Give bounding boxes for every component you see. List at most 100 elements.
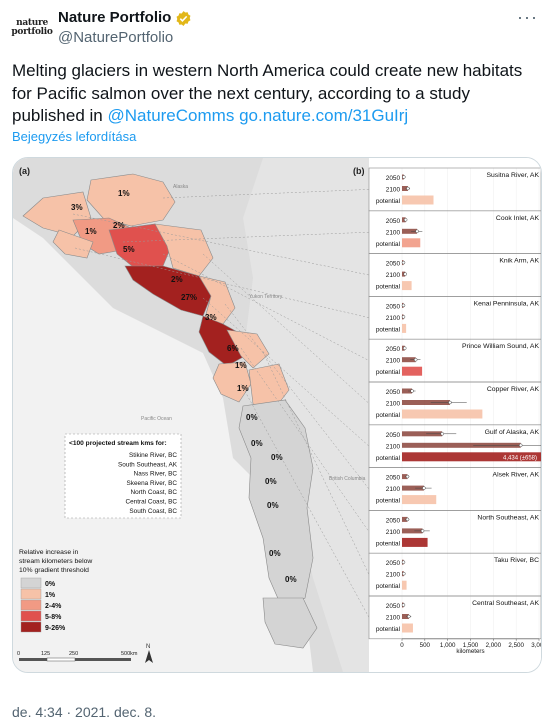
chart-region-title: North Southeast, AK [477,514,539,521]
chart-row-label: potential [376,498,400,505]
chart-row-label: potential [376,326,400,333]
chart-bar [402,323,407,333]
mention-link[interactable]: @NatureComms [107,106,235,125]
display-name[interactable]: Nature Portfolio [58,9,172,26]
chart-region-title: Alsek River, AK [493,472,540,479]
chart-region-title: Taku River, BC [494,557,539,564]
chart-row-label: 2050 [386,218,401,225]
chart-row-label: potential [376,412,400,419]
chart-point [401,603,406,607]
chart-point [407,614,411,619]
chart-point [403,272,407,276]
chart-row-label: potential [376,583,400,590]
region-central-southeast[interactable] [212,361,252,403]
chart-bar [402,495,437,505]
study-regions [22,173,318,649]
more-options-icon[interactable]: ··· [517,7,538,27]
connector-line [122,231,370,243]
north-arrow-icon [145,650,153,663]
chart-x-tick-label: 500 [420,642,431,649]
region-south-coast[interactable] [262,597,318,649]
chart-row-label: 2100 [386,572,401,579]
chart-row-label: 2100 [386,229,401,236]
connector-line [240,347,370,532]
chart-point [410,389,414,393]
chart-row-label: 2100 [386,529,401,536]
legend-swatch [20,588,42,600]
avatar-text-bottom: portfolio [11,27,53,37]
chart-region-title: Central Southeast, AK [472,600,539,607]
chart-point [448,400,452,405]
display-name-row[interactable]: Nature Portfolio [58,8,192,28]
url-link[interactable]: go.nature.com/31GuIrj [239,106,409,125]
chart-bar [402,195,434,205]
legend-label: 2-4% [45,603,62,610]
legend-swatch [20,599,42,611]
chart-point [518,443,523,448]
small-river-item: South Southeast, AK [118,461,178,468]
chart-point [420,529,425,533]
translate-post-link[interactable]: Bejegyzés lefordítása [12,129,137,144]
chart-row-label: 2050 [386,303,401,310]
map-percent-label: 0% [285,575,297,584]
map-percent-label: 0% [269,549,281,558]
small-rivers-list: Stikine River, BC South Southeast, AK Nass… [118,452,178,515]
chart-bar [402,452,541,462]
legend-title-line1: Relative increase in [19,549,79,556]
chart-bar [402,238,421,248]
chart-point [406,186,410,191]
map-percent-label: 1% [118,189,130,198]
verified-gold-badge-icon[interactable] [175,10,192,27]
scale-label-125: 125 [41,651,50,657]
tweet-media-figure[interactable]: (a) Alaska Yukon Territory Pacific Ocean… [12,157,542,673]
map-percent-label: 1% [85,227,97,236]
region-susitna[interactable] [86,173,176,227]
chart-point [402,346,407,350]
region-north-southeast[interactable] [198,315,246,367]
chart-point [440,432,444,436]
map-label-alaska: Alaska [173,184,188,190]
map-percent-label: 1% [235,361,247,370]
connector-line [224,303,370,490]
chart-region-title: Copper River, AK [487,386,540,393]
panel-a-label: (a) [19,166,30,176]
chart-row-label: potential [376,284,400,291]
chart-bar [402,366,423,376]
chart-bar [402,528,423,534]
map-percent-label: 27% [181,293,197,302]
small-river-item: Stikine River, BC [129,452,177,459]
chart-bar [402,400,450,405]
map-percent-label: 0% [251,439,263,448]
inland-canada [243,158,369,672]
handle[interactable]: @NaturePortfolio [58,29,174,46]
chart-row-label: potential [376,455,400,462]
region-taku[interactable] [226,329,270,369]
chart-bar [402,580,407,590]
chart-row-label: 2100 [386,615,401,622]
legend-label: 0% [45,581,56,588]
chart-point [402,175,406,179]
north-arrow: N [145,644,153,663]
bar-chart: Susitna River, AK 2050 2100 potential Cook I… [368,167,541,655]
map-label-pacific: Pacific Ocean [141,416,172,422]
chart-row-label: 2050 [386,261,401,268]
small-rivers-title: <100 projected stream kms for: [69,440,167,447]
chart-bar [402,485,424,491]
chart-point [402,571,406,576]
chart-row-label: 2100 [386,358,401,365]
chart-row-label: 2100 [386,272,401,279]
tweet-timestamp[interactable]: de. 4:34 · 2021. dec. 8. [12,704,156,720]
chart-bar [402,217,406,223]
chart-row-label: potential [376,198,400,205]
legend-label: 9-26% [45,625,66,632]
chart-region-title: Gulf of Alaska, AK [485,429,540,436]
chart-point [422,486,426,490]
chart-row-label: 2050 [386,175,401,182]
map-label-bc: British Columbia [329,476,366,482]
region-stikine[interactable] [248,363,290,409]
region-kenai[interactable] [52,229,94,259]
chart-row-label: 2100 [386,486,401,493]
scale-label-250: 250 [69,651,78,657]
avatar[interactable]: nature portfolio [11,8,53,48]
chart-point [401,303,406,308]
